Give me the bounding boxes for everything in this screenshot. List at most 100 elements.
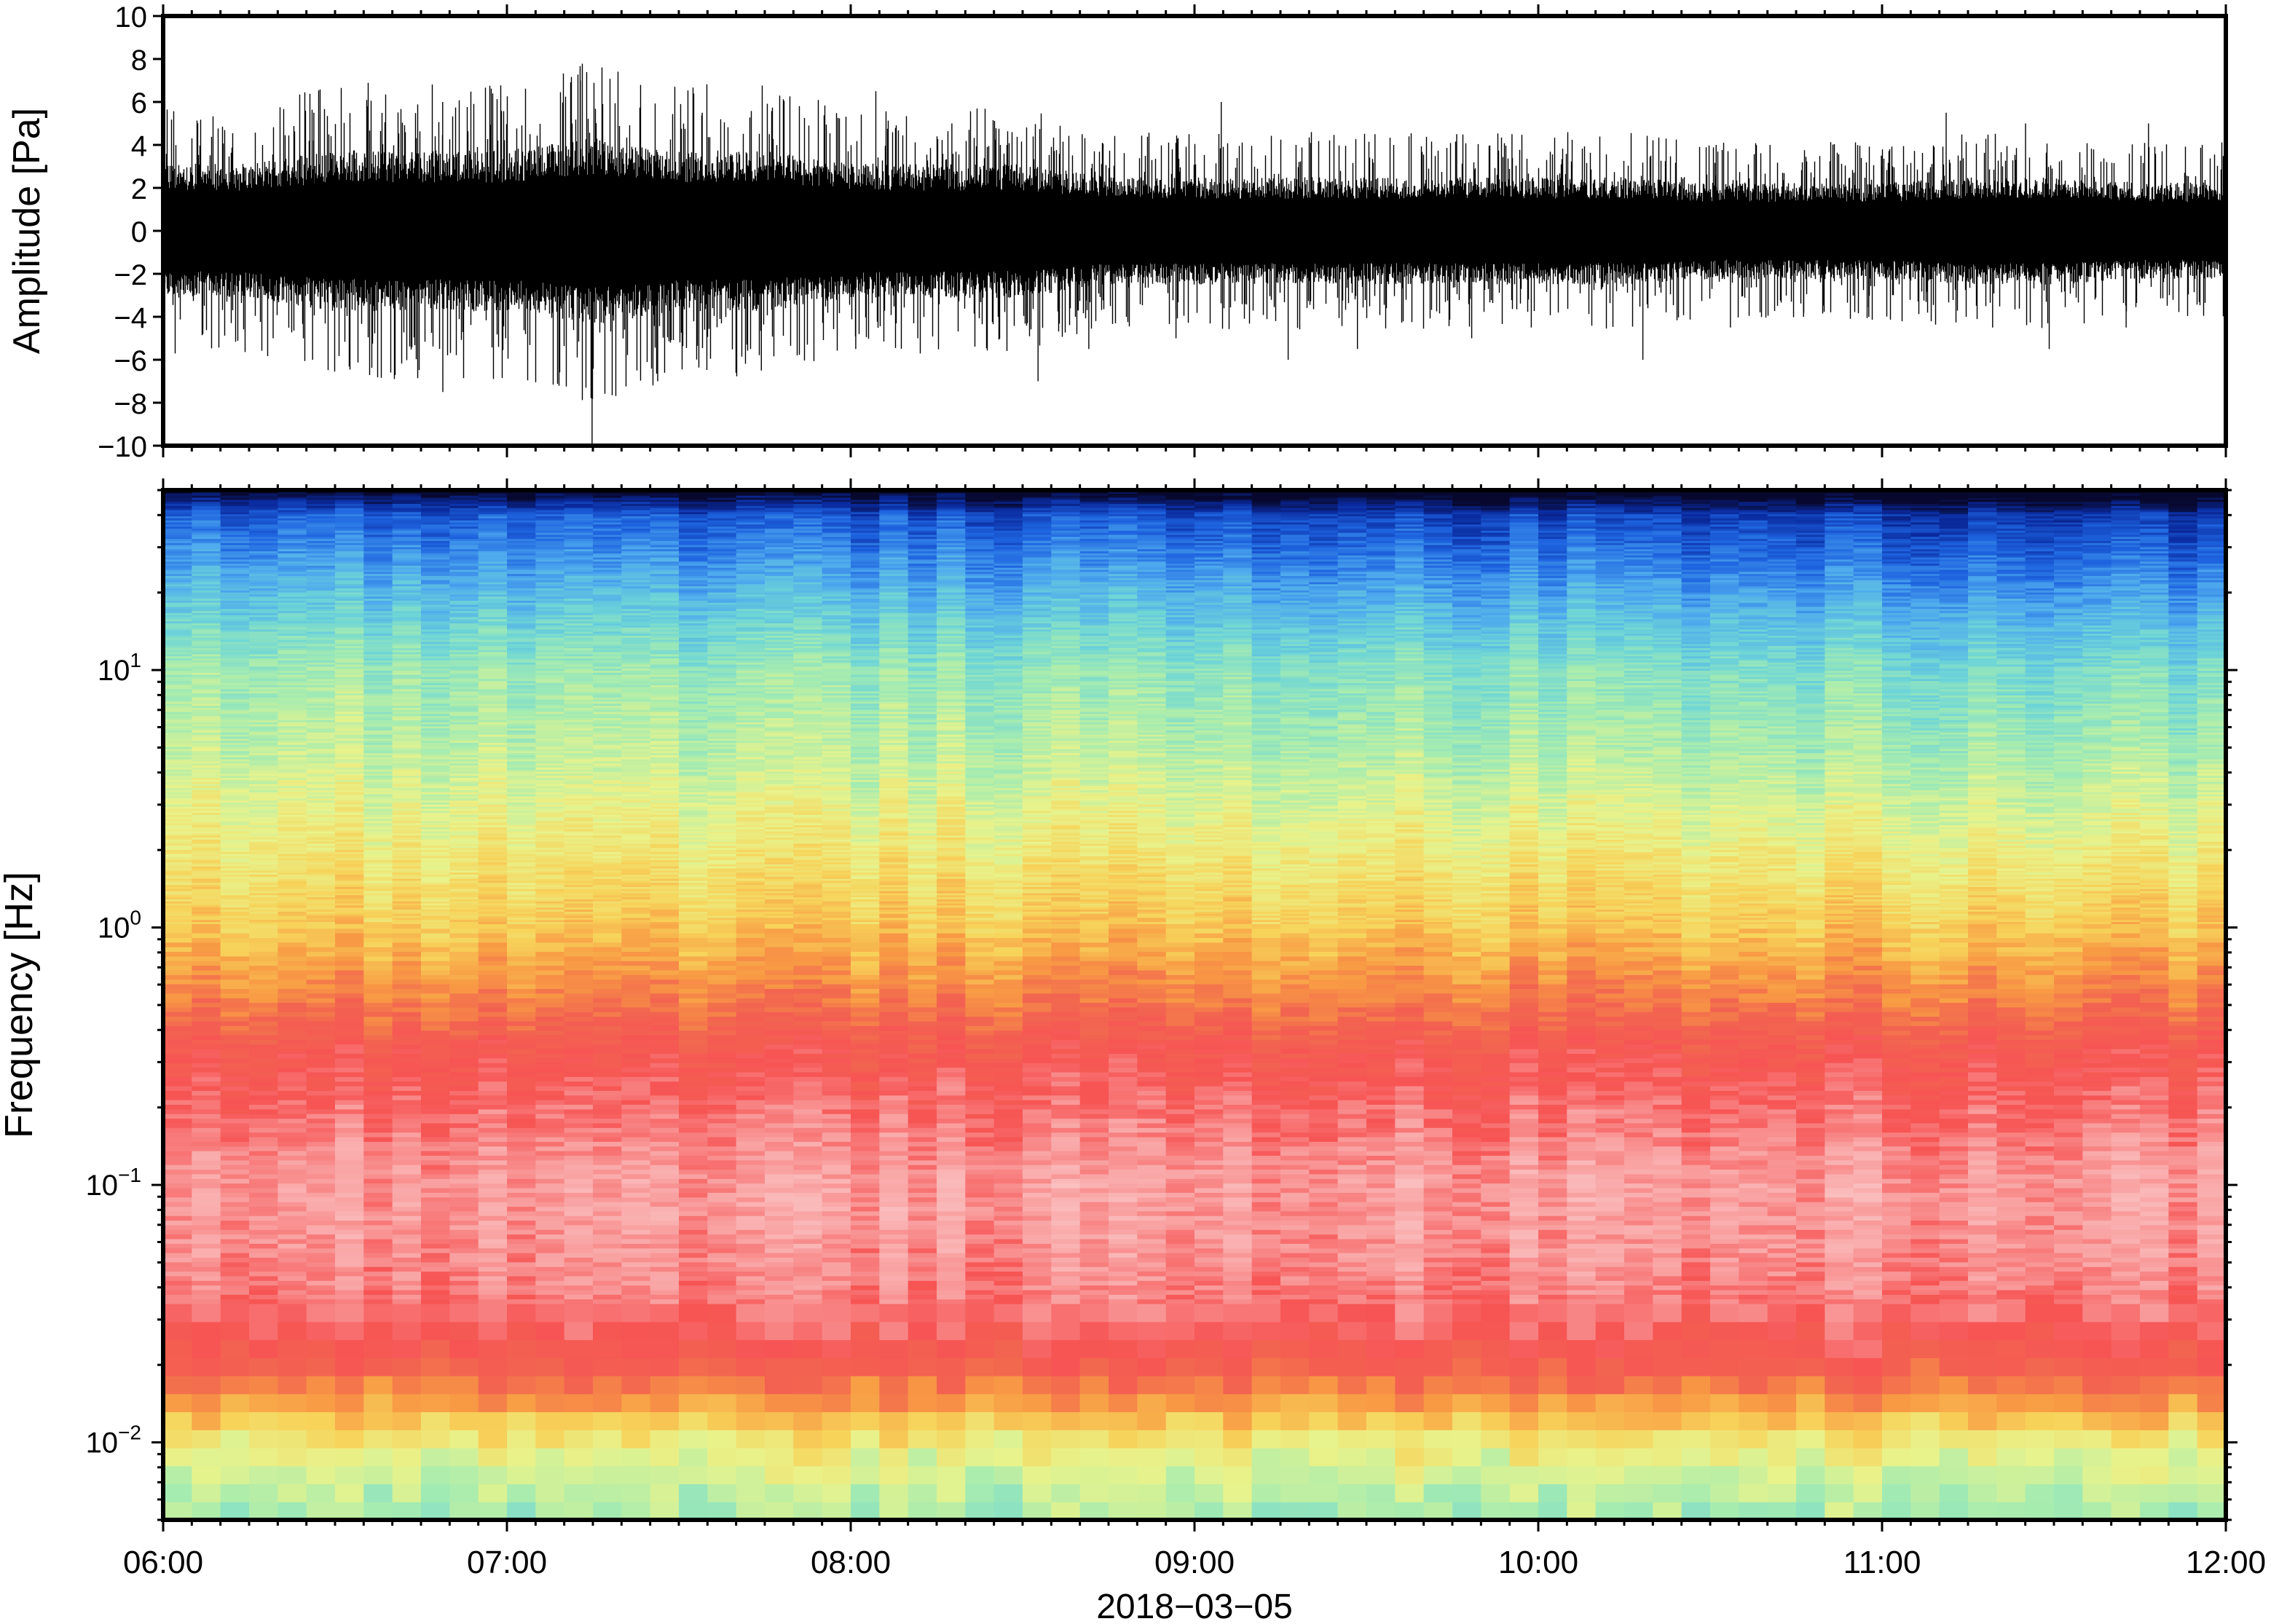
heatmap-cell <box>593 725 622 729</box>
heatmap-cell <box>392 923 422 929</box>
heatmap-cell <box>220 575 250 578</box>
heatmap-cell <box>593 1002 622 1008</box>
heatmap-cell <box>363 771 393 774</box>
heatmap-cell <box>220 947 250 953</box>
heatmap-cell <box>507 618 536 622</box>
heatmap-cell <box>306 1169 336 1175</box>
heatmap-cell <box>564 915 594 918</box>
heatmap-cell <box>335 674 364 677</box>
heatmap-cell <box>335 672 364 675</box>
heatmap-cell <box>278 687 307 690</box>
heatmap-cell <box>278 528 307 531</box>
heatmap-cell <box>192 540 221 543</box>
heatmap-cell <box>192 779 221 782</box>
heatmap-cell <box>163 870 192 873</box>
heatmap-cell <box>220 688 250 692</box>
heatmap-cell <box>363 792 393 795</box>
heatmap-cell <box>335 771 364 774</box>
heatmap-cell <box>449 1202 479 1207</box>
spectrogram-heatmap <box>163 490 2227 1521</box>
heatmap-cell <box>220 720 250 722</box>
heatmap-cell <box>306 1146 336 1151</box>
heatmap-cell <box>392 1465 422 1485</box>
heatmap-cell <box>249 586 278 588</box>
heatmap-cell <box>535 1076 565 1082</box>
heatmap-cell <box>478 1183 508 1189</box>
heatmap-cell <box>392 536 422 540</box>
heatmap-cell <box>392 1253 422 1258</box>
heatmap-cell <box>278 536 307 540</box>
heatmap-cell <box>507 652 536 655</box>
heatmap-cell <box>421 862 450 864</box>
heatmap-cell <box>507 937 536 943</box>
heatmap-cell <box>192 909 221 912</box>
heatmap-cell <box>249 652 278 655</box>
heatmap-cell <box>564 1280 594 1286</box>
heatmap-cell <box>249 797 278 801</box>
heatmap-cell <box>449 829 479 832</box>
heatmap-cell <box>535 829 565 832</box>
heatmap-cell <box>478 524 508 527</box>
heatmap-cell <box>564 596 594 599</box>
heatmap-cell <box>535 1502 565 1521</box>
heatmap-cell <box>478 923 508 929</box>
heatmap-cell <box>163 835 192 838</box>
heatmap-cell <box>535 775 565 779</box>
heatmap-cell <box>163 738 192 741</box>
heatmap-cell <box>507 880 536 883</box>
heatmap-cell <box>478 530 508 533</box>
heatmap-cell <box>278 1206 307 1212</box>
heatmap-cell <box>192 1164 221 1170</box>
heatmap-cell <box>249 1127 278 1133</box>
heatmap-cell <box>335 713 364 717</box>
heatmap-cell <box>535 1095 565 1100</box>
heatmap-cell <box>278 674 307 677</box>
heatmap-cell <box>593 808 622 811</box>
heatmap-cell <box>163 1012 192 1017</box>
heatmap-cell <box>421 1243 450 1249</box>
heatmap-cell <box>306 837 336 840</box>
heatmap-cell <box>220 1271 250 1277</box>
heatmap-cell <box>392 867 422 871</box>
heatmap-cell <box>192 633 221 636</box>
heatmap-cell <box>192 1053 221 1059</box>
heatmap-cell <box>249 1294 278 1300</box>
heatmap-cell <box>278 876 307 879</box>
heatmap-cell <box>392 688 422 692</box>
heatmap-cell <box>535 534 565 537</box>
heatmap-cell <box>507 653 536 657</box>
heatmap-cell <box>278 1002 307 1008</box>
heatmap-cell <box>478 854 508 856</box>
heatmap-cell <box>421 1192 450 1198</box>
heatmap-cell <box>278 829 307 832</box>
heatmap-cell <box>535 518 565 521</box>
heatmap-cell <box>535 521 565 525</box>
heatmap-cell <box>421 849 450 852</box>
heatmap-cell <box>192 1132 221 1138</box>
heatmap-cell <box>335 769 364 772</box>
heatmap-cell <box>535 618 565 622</box>
heatmap-cell <box>192 516 221 519</box>
heatmap-cell <box>220 771 250 774</box>
heatmap-cell <box>278 947 307 953</box>
heatmap-cell <box>564 903 594 906</box>
heatmap-cell <box>421 608 450 612</box>
heatmap-cell <box>392 1049 422 1055</box>
heatmap-cell <box>392 538 422 541</box>
heatmap-cell <box>478 685 508 687</box>
heatmap-cell <box>335 845 364 848</box>
heatmap-cell <box>163 508 192 511</box>
heatmap-cell <box>535 712 565 714</box>
heatmap-cell <box>421 672 450 675</box>
heatmap-cell <box>249 901 278 904</box>
heatmap-cell <box>449 499 479 502</box>
heatmap-cell <box>249 843 278 846</box>
heatmap-cell <box>306 835 336 838</box>
heatmap-cell <box>220 923 250 929</box>
heatmap-cell <box>278 1321 307 1341</box>
heatmap-cell <box>220 641 250 645</box>
heatmap-cell <box>163 615 192 618</box>
heatmap-cell <box>449 536 479 540</box>
heatmap-cell <box>392 1118 422 1124</box>
heatmap-cell <box>220 645 250 648</box>
